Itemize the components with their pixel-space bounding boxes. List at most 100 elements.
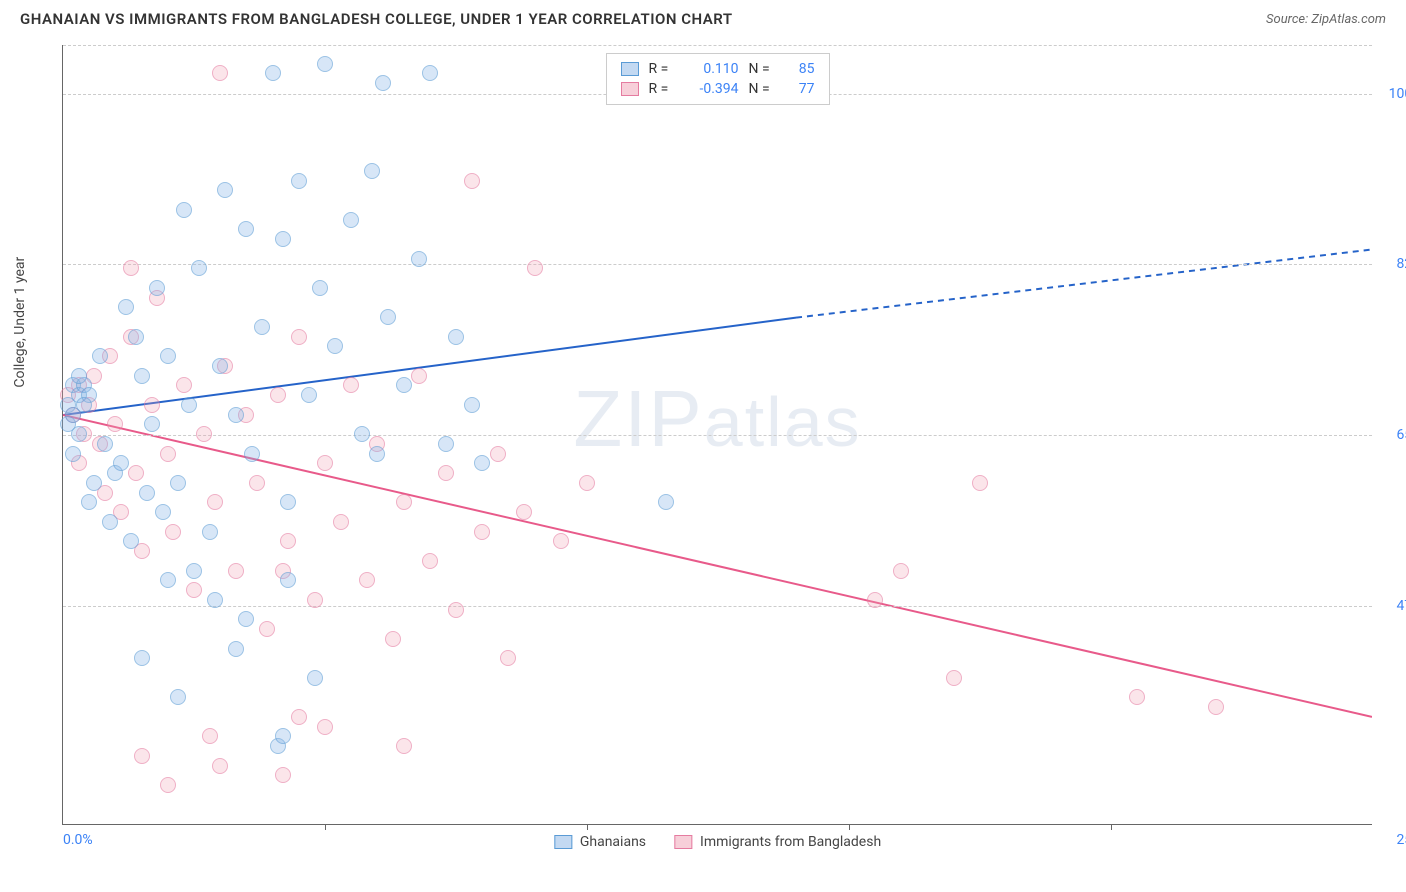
gridline-h (63, 606, 1372, 607)
x-tick-min: 0.0% (63, 832, 93, 848)
data-point-pink (438, 465, 454, 481)
r-label: R = (649, 61, 679, 77)
data-point-blue (380, 309, 396, 325)
data-point-blue (181, 397, 197, 413)
data-point-blue (396, 377, 412, 393)
data-point-pink (317, 719, 333, 735)
legend-row: R = 0.110 N = 85 (621, 59, 815, 79)
data-point-blue (207, 592, 223, 608)
data-point-pink (411, 368, 427, 384)
data-point-blue (369, 446, 385, 462)
data-point-pink (291, 709, 307, 725)
data-point-pink (165, 524, 181, 540)
data-point-pink (359, 572, 375, 588)
correlation-legend: R =0.110N =85R =-0.394N =77 (606, 53, 830, 105)
data-point-blue (275, 728, 291, 744)
data-point-blue (464, 397, 480, 413)
data-point-blue (160, 348, 176, 364)
data-point-blue (280, 572, 296, 588)
data-point-pink (212, 65, 228, 81)
data-point-pink (259, 621, 275, 637)
data-point-pink (160, 446, 176, 462)
data-point-blue (134, 368, 150, 384)
data-point-blue (186, 563, 202, 579)
data-point-pink (448, 602, 464, 618)
data-point-pink (144, 397, 160, 413)
data-point-pink (396, 738, 412, 754)
data-point-pink (280, 533, 296, 549)
chart-source: Source: ZipAtlas.com (1266, 12, 1386, 27)
data-point-pink (107, 416, 123, 432)
data-point-blue (170, 475, 186, 491)
data-point-blue (176, 202, 192, 218)
data-point-blue (448, 329, 464, 345)
data-point-pink (1208, 699, 1224, 715)
data-point-pink (474, 524, 490, 540)
data-point-pink (579, 475, 595, 491)
n-value: 77 (789, 81, 815, 97)
r-value: 0.110 (689, 61, 739, 77)
series-label: Immigrants from Bangladesh (700, 834, 881, 850)
data-point-blue (139, 485, 155, 501)
data-point-pink (123, 260, 139, 276)
series-legend: Ghanaians Immigrants from Bangladesh (554, 834, 881, 850)
data-point-blue (160, 572, 176, 588)
data-point-blue (312, 280, 328, 296)
n-label: N = (749, 61, 779, 77)
y-tick-label: 82.5% (1396, 256, 1406, 272)
data-point-blue (92, 348, 108, 364)
data-point-pink (946, 670, 962, 686)
data-point-blue (411, 251, 427, 267)
legend-swatch-blue (621, 62, 639, 76)
data-point-blue (191, 260, 207, 276)
data-point-blue (228, 407, 244, 423)
data-point-blue (354, 426, 370, 442)
data-point-blue (364, 163, 380, 179)
data-point-pink (867, 592, 883, 608)
legend-swatch-pink (674, 835, 692, 849)
data-point-pink (228, 563, 244, 579)
data-point-blue (149, 280, 165, 296)
data-point-pink (972, 475, 988, 491)
data-point-pink (176, 377, 192, 393)
data-point-blue (134, 650, 150, 666)
data-point-blue (275, 231, 291, 247)
data-point-blue (238, 611, 254, 627)
data-point-blue (301, 387, 317, 403)
data-point-blue (113, 455, 129, 471)
series-label: Ghanaians (580, 834, 646, 850)
data-point-blue (307, 670, 323, 686)
data-point-pink (202, 728, 218, 744)
data-point-blue (202, 524, 218, 540)
data-point-blue (71, 426, 87, 442)
data-point-pink (307, 592, 323, 608)
n-value: 85 (789, 61, 815, 77)
data-point-pink (396, 494, 412, 510)
data-point-blue (118, 299, 134, 315)
legend-row: R =-0.394N =77 (621, 79, 815, 99)
data-point-blue (474, 455, 490, 471)
x-tick-max: 25.0% (1396, 832, 1406, 848)
data-point-pink (212, 758, 228, 774)
data-point-blue (102, 514, 118, 530)
data-point-pink (333, 514, 349, 530)
chart-area: College, Under 1 year ZIPatlas R =0.110N… (50, 45, 1390, 845)
data-point-blue (375, 75, 391, 91)
data-point-blue (317, 56, 333, 72)
watermark: ZIPatlas (573, 373, 861, 465)
data-point-pink (160, 777, 176, 793)
data-point-pink (275, 767, 291, 783)
data-point-pink (516, 504, 532, 520)
n-label: N = (749, 81, 779, 97)
data-point-blue (265, 65, 281, 81)
data-point-pink (553, 533, 569, 549)
series-legend-item: Ghanaians (554, 834, 646, 850)
data-point-pink (422, 553, 438, 569)
data-point-blue (244, 446, 260, 462)
data-point-blue (155, 504, 171, 520)
data-point-blue (65, 446, 81, 462)
data-point-blue (76, 397, 92, 413)
data-point-blue (422, 65, 438, 81)
data-point-pink (186, 582, 202, 598)
y-tick-label: 65.0% (1396, 427, 1406, 443)
